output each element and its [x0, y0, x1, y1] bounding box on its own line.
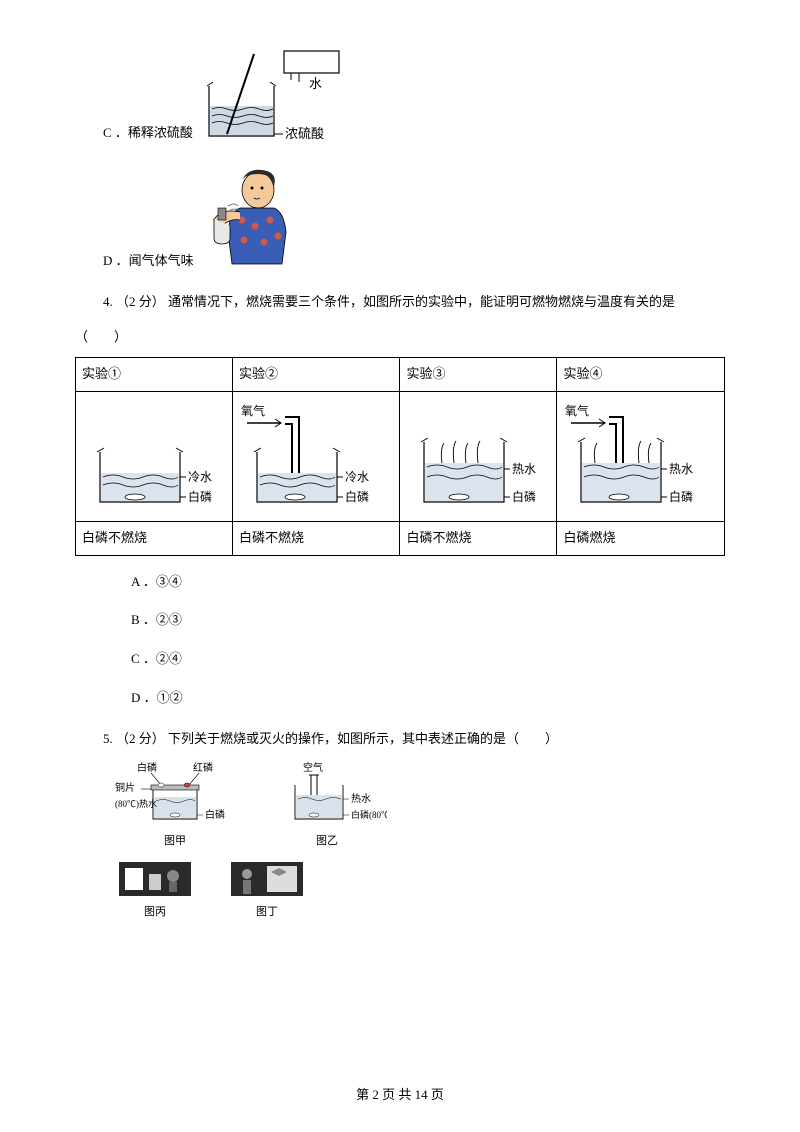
option-d-label: D ．闻气体气味 — [103, 249, 194, 274]
q4-option-c: C ．②④ — [131, 647, 725, 672]
svg-text:白磷: 白磷 — [205, 808, 225, 821]
question-5: 5. （2 分） 下列关于燃烧或灭火的操作，如图所示，其中表述正确的是（ ） — [103, 727, 725, 752]
page-footer: 第 2 页 共 14 页 — [0, 1083, 800, 1108]
svg-text:热水: 热水 — [512, 462, 536, 476]
q4-points: （2 分） — [116, 294, 165, 309]
dilute-acid-diagram: 水 浓硫酸 — [199, 46, 349, 146]
result-2: 白磷不燃烧 — [232, 522, 400, 556]
fig3-caption: 图丙 — [115, 902, 195, 923]
acid-label: 浓硫酸 — [285, 126, 324, 141]
fig1-caption: 图甲 — [115, 831, 235, 852]
q4-text: 通常情况下，燃烧需要三个条件，如图所示的实验中，能证明可燃物燃烧与温度有关的是 — [168, 294, 675, 309]
svg-text:氧气: 氧气 — [565, 403, 589, 418]
fig2-caption: 图乙 — [267, 831, 387, 852]
q4-num: 4. — [103, 294, 113, 309]
table-result-row: 白磷不燃烧 白磷不燃烧 白磷不燃烧 白磷燃烧 — [76, 522, 725, 556]
svg-text:空气: 空气 — [303, 761, 323, 774]
q4-option-a: A ．③④ — [131, 570, 725, 595]
experiment-table: 实验① 实验② 实验③ 实验④ 冷水 白磷 氧气 — [75, 357, 725, 555]
result-3: 白磷不燃烧 — [400, 522, 557, 556]
svg-text:白磷: 白磷 — [512, 489, 536, 504]
svg-text:热水: 热水 — [669, 462, 693, 476]
svg-text:(80℃)热水: (80℃)热水 — [115, 798, 157, 809]
q5-num: 5. — [103, 731, 113, 746]
svg-text:冷水: 冷水 — [345, 470, 369, 484]
result-4: 白磷燃烧 — [557, 522, 725, 556]
svg-text:热水: 热水 — [351, 792, 371, 805]
q5-fig4: 图丁 — [227, 856, 307, 923]
svg-text:白磷: 白磷 — [669, 489, 693, 504]
option-c-row: C ．稀释浓硫酸 水 浓硫酸 — [103, 46, 725, 146]
q5-figures-2: 图丙 图丁 — [115, 856, 725, 923]
q4-blank: （ ） — [75, 325, 725, 350]
header-2: 实验② — [232, 358, 400, 392]
svg-text:红磷: 红磷 — [193, 761, 213, 774]
water-label: 水 — [309, 76, 322, 91]
q5-text: 下列关于燃烧或灭火的操作，如图所示，其中表述正确的是（ ） — [168, 731, 558, 746]
fig4-caption: 图丁 — [227, 902, 307, 923]
exp1-diagram: 冷水 白磷 — [76, 392, 233, 522]
result-1: 白磷不燃烧 — [76, 522, 233, 556]
option-c-label: C ．稀释浓硫酸 — [103, 121, 193, 146]
exp2-diagram: 氧气 冷水 白磷 — [232, 392, 400, 522]
svg-text:白磷(80℃): 白磷(80℃) — [351, 809, 387, 820]
q5-points: （2 分） — [116, 731, 165, 746]
smell-gas-diagram — [200, 164, 310, 274]
table-header-row: 实验① 实验② 实验③ 实验④ — [76, 358, 725, 392]
svg-text:冷水: 冷水 — [188, 470, 212, 484]
question-4: 4. （2 分） 通常情况下，燃烧需要三个条件，如图所示的实验中，能证明可燃物燃… — [103, 290, 725, 315]
q5-fig3: 图丙 — [115, 856, 195, 923]
svg-text:氧气: 氧气 — [241, 403, 265, 418]
q5-fig2: 空气 热水 白磷(80℃) 图乙 — [267, 761, 387, 852]
svg-text:白磷: 白磷 — [345, 489, 369, 504]
header-3: 实验③ — [400, 358, 557, 392]
q4-option-b: B ．②③ — [131, 608, 725, 633]
option-d-row: D ．闻气体气味 — [103, 164, 725, 274]
exp4-diagram: 氧气 热水 白磷 — [557, 392, 725, 522]
header-4: 实验④ — [557, 358, 725, 392]
exp3-diagram: 热水 白磷 — [400, 392, 557, 522]
svg-text:白磷: 白磷 — [137, 761, 157, 774]
table-image-row: 冷水 白磷 氧气 冷水 白磷 — [76, 392, 725, 522]
q4-option-d: D ．①② — [131, 686, 725, 711]
q5-figures: 白磷 红磷 铜片 (80℃)热水 白磷 图甲 空气 热水 — [115, 761, 725, 852]
q5-fig1: 白磷 红磷 铜片 (80℃)热水 白磷 图甲 — [115, 761, 235, 852]
svg-text:铜片: 铜片 — [115, 781, 135, 794]
header-1: 实验① — [76, 358, 233, 392]
svg-text:白磷: 白磷 — [188, 489, 212, 504]
